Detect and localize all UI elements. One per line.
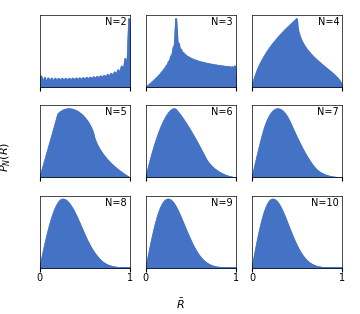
Text: N=8: N=8 — [105, 198, 127, 208]
Text: N=3: N=3 — [211, 17, 233, 27]
Text: N=9: N=9 — [211, 198, 233, 208]
Text: $\bar{R}$: $\bar{R}$ — [176, 297, 184, 311]
Text: N=6: N=6 — [211, 107, 233, 117]
Text: N=5: N=5 — [105, 107, 127, 117]
Text: N=7: N=7 — [318, 107, 339, 117]
Text: N=4: N=4 — [318, 17, 339, 27]
Text: $P_N(\bar{R})$: $P_N(\bar{R})$ — [0, 142, 12, 172]
Text: N=10: N=10 — [311, 198, 339, 208]
Text: N=2: N=2 — [105, 17, 127, 27]
